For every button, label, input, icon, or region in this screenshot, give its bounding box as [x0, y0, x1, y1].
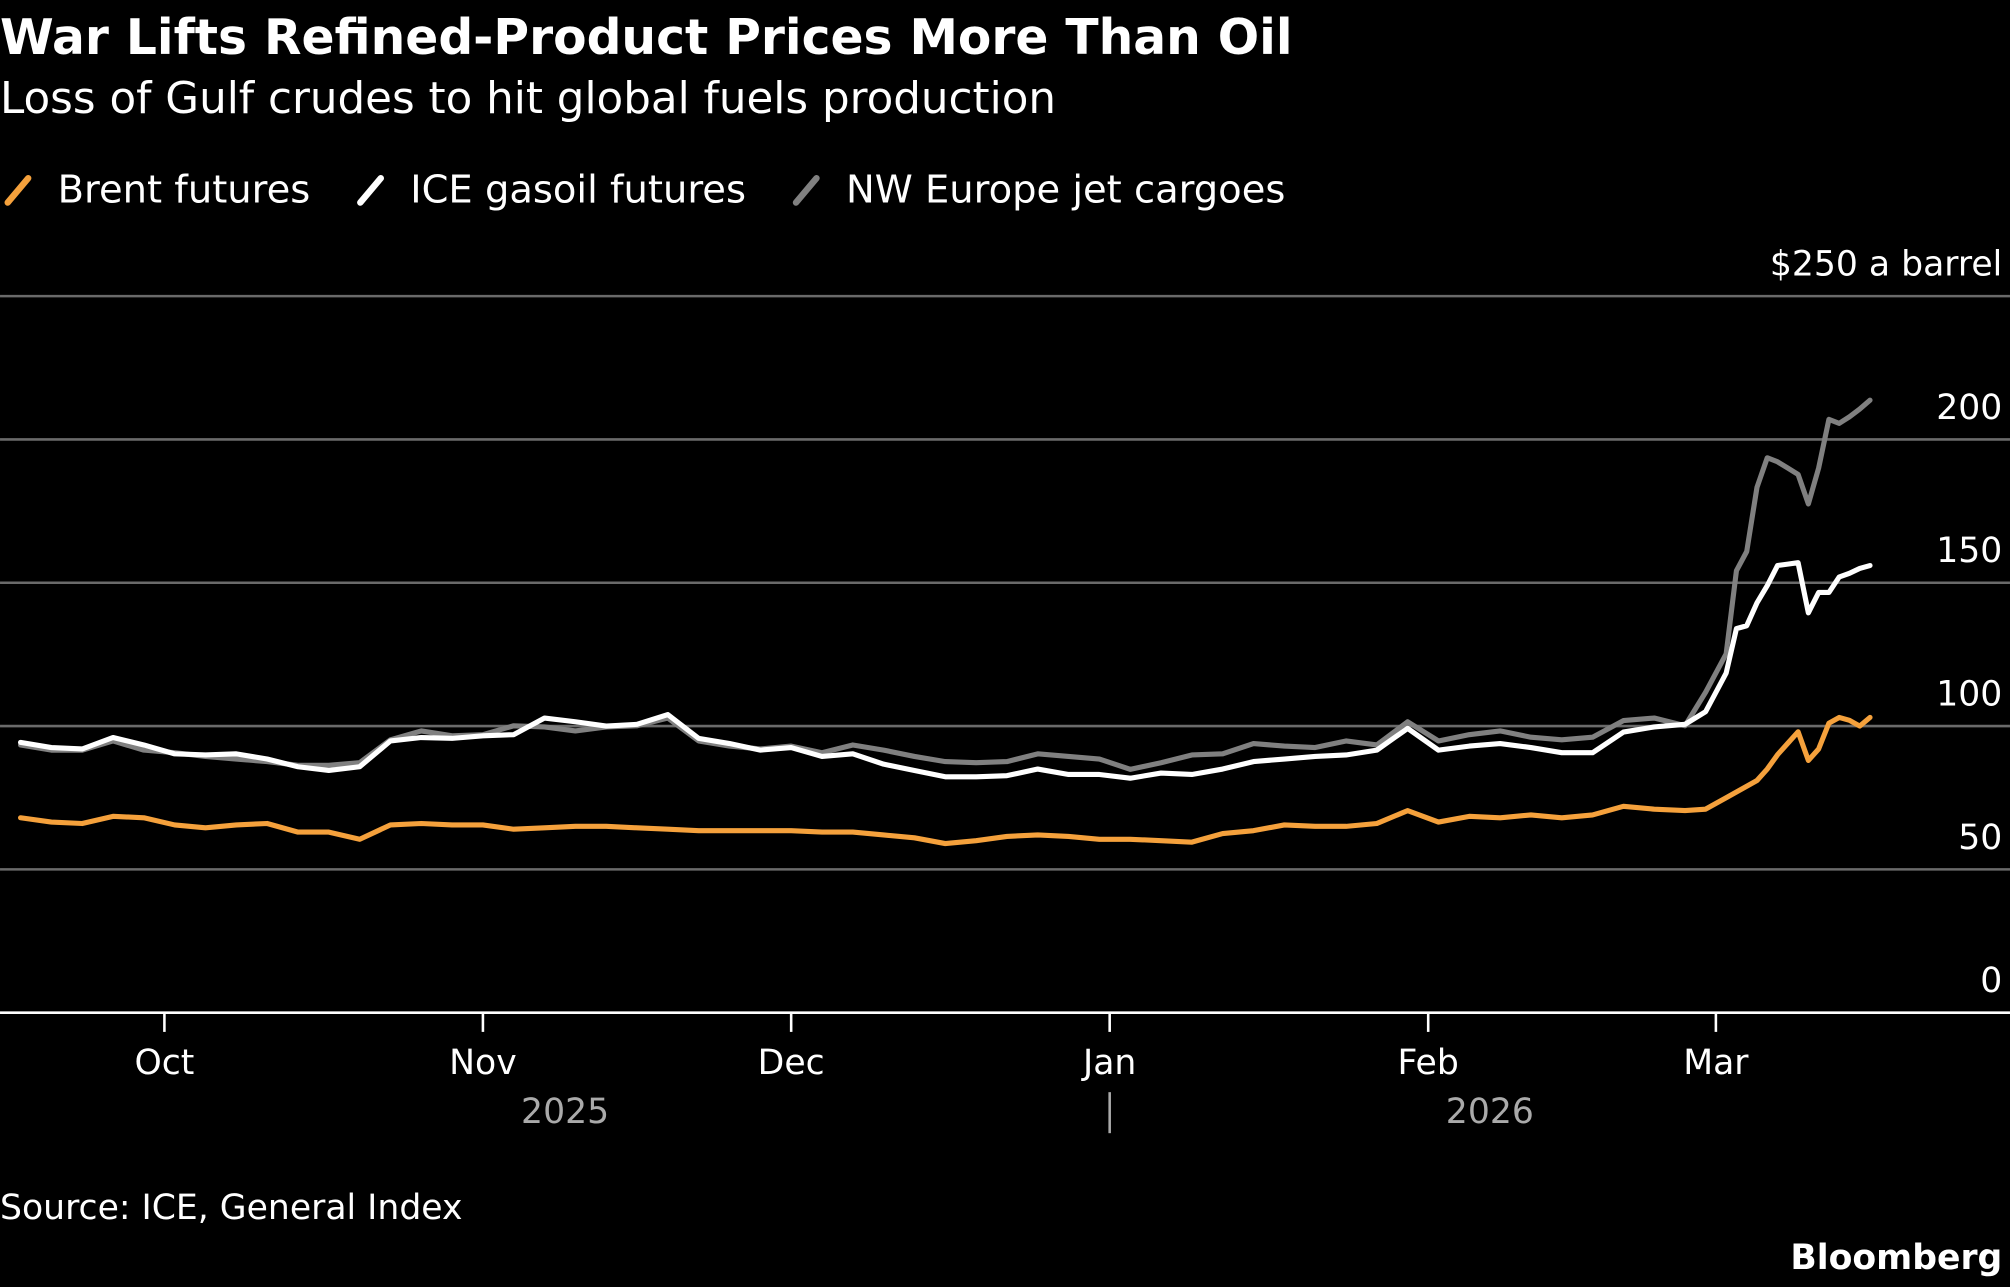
brand: Bloomberg: [1790, 1238, 2002, 1278]
year-label: 2025: [521, 1092, 609, 1132]
y-tick-label: $250 a barrel: [1770, 245, 2002, 285]
legend: Brent futures ICE gasoil futures NW Europe…: [4, 168, 1285, 213]
y-tick-label: 100: [1936, 675, 2002, 715]
series-line: [17, 714, 1873, 847]
legend-label: NW Europe jet cargoes: [846, 168, 1285, 213]
y-tick-label: 200: [1936, 388, 2002, 428]
legend-swatch: [792, 174, 820, 206]
plot: 0 50 100 150 200 $250 a barrel Oct Nov Dec Jan Feb…: [0, 245, 2010, 1134]
legend-swatch: [4, 174, 32, 206]
x-tick-label: Feb: [1398, 1043, 1459, 1083]
chart-title: War Lifts Refined-Product Prices More Th…: [0, 10, 1293, 66]
series-line: [17, 560, 1873, 781]
y-tick-label: 50: [1958, 818, 2002, 858]
chart-subtitle: Loss of Gulf crudes to hit global fuels …: [0, 74, 1056, 124]
x-tick-label: Mar: [1683, 1043, 1749, 1083]
legend-label: Brent futures: [58, 168, 311, 213]
legend-swatch: [357, 174, 384, 206]
y-tick-label: 150: [1936, 531, 2002, 571]
x-tick-label: Nov: [449, 1043, 517, 1083]
year-label: 2026: [1446, 1092, 1534, 1132]
y-tick-label: 0: [1980, 961, 2002, 1001]
source: Source: ICE, General Index: [0, 1188, 462, 1228]
x-tick-label: Jan: [1081, 1043, 1136, 1083]
x-tick-label: Oct: [134, 1043, 194, 1083]
x-tick-label: Dec: [758, 1043, 825, 1083]
legend-label: ICE gasoil futures: [410, 168, 746, 213]
